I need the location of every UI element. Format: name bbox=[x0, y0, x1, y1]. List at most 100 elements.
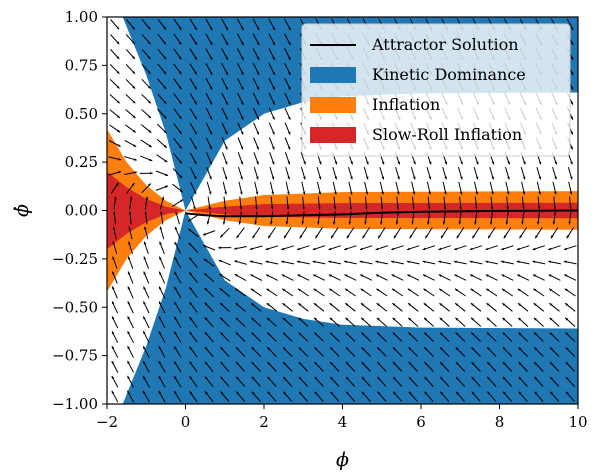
vector-arrow-head bbox=[501, 247, 505, 251]
vector-arrow-head bbox=[144, 211, 148, 215]
axis-ticks: −2 0 2 4 6 8 10 1.00 0.75 0.50 0.25 0.00 −0.25 −0.50 −… bbox=[52, 8, 588, 431]
vector-arrow-head bbox=[376, 303, 380, 306]
vector-arrow-head bbox=[392, 288, 395, 292]
vector-arrow-head bbox=[174, 241, 178, 245]
vector-arrow-head bbox=[459, 191, 463, 195]
vector-arrow-head bbox=[145, 196, 149, 200]
vector-arrow-head bbox=[235, 303, 239, 306]
vector-arrow-head bbox=[424, 347, 428, 351]
vector-arrow-head bbox=[454, 274, 458, 277]
vector-arrow-head bbox=[194, 116, 197, 120]
vector-arrow-head bbox=[209, 131, 212, 135]
vector-arrow-head bbox=[427, 206, 431, 210]
vector-arrow-head bbox=[476, 161, 479, 165]
vector-arrow-head bbox=[204, 346, 208, 350]
vector-arrow-head bbox=[117, 129, 121, 133]
y-tick-label: 0.75 bbox=[65, 56, 98, 74]
vector-arrow-head bbox=[501, 274, 505, 277]
vector-arrow-head bbox=[442, 221, 446, 225]
vector-arrow-head bbox=[303, 161, 306, 165]
vector-arrow-head bbox=[256, 176, 259, 180]
x-tick-label: 0 bbox=[181, 413, 191, 431]
vector-arrow-head bbox=[256, 101, 259, 105]
vector-arrow-head bbox=[240, 116, 244, 120]
y-tick-label: 0.50 bbox=[65, 105, 98, 123]
vector-arrow-head bbox=[502, 362, 506, 365]
vector-arrow-head bbox=[506, 191, 510, 195]
vector-arrow-head bbox=[502, 347, 506, 351]
x-tick-label: 8 bbox=[495, 413, 505, 431]
vector-arrow-head bbox=[148, 183, 151, 187]
vector-arrow-head bbox=[206, 221, 210, 225]
vector-arrow-head bbox=[537, 221, 540, 225]
vector-arrow-head bbox=[224, 191, 227, 195]
vector-arrow-head bbox=[189, 331, 193, 335]
vector-arrow-head bbox=[297, 247, 300, 251]
vector-arrow-head bbox=[287, 191, 290, 195]
slow-roll-inflation-region bbox=[107, 171, 578, 250]
kinetic-dominance-region bbox=[122, 17, 578, 404]
legend-label: Attractor Solution bbox=[371, 35, 519, 54]
vector-arrow-head bbox=[281, 274, 285, 277]
vector-arrow-head bbox=[365, 176, 369, 180]
vector-arrow-head bbox=[174, 301, 177, 305]
vector-arrow-head bbox=[393, 391, 396, 395]
vector-arrow-head bbox=[220, 376, 224, 380]
vector-arrow-head bbox=[194, 27, 197, 30]
vector-arrow-head bbox=[538, 176, 542, 180]
vector-arrow-head bbox=[393, 235, 397, 239]
vector-arrow-head bbox=[288, 27, 291, 31]
vector-arrow-head bbox=[554, 161, 557, 165]
vector-arrow-head bbox=[251, 347, 255, 351]
vector-arrow-head bbox=[407, 288, 411, 292]
vector-arrow-head bbox=[314, 376, 318, 380]
vector-arrow-head bbox=[444, 191, 447, 195]
vector-arrow-head bbox=[159, 241, 162, 245]
vector-arrow-head bbox=[270, 221, 273, 225]
vector-arrow-head bbox=[549, 332, 553, 336]
vector-arrow-head bbox=[454, 288, 458, 292]
vector-arrow-head bbox=[440, 391, 443, 395]
vector-arrow-head bbox=[345, 288, 348, 292]
vector-arrow-head bbox=[554, 176, 557, 180]
vector-arrow-head bbox=[158, 331, 162, 335]
vector-arrow-head bbox=[537, 206, 541, 210]
vector-arrow-head bbox=[518, 362, 522, 365]
vector-arrow-head bbox=[193, 176, 197, 180]
vector-arrow-head bbox=[365, 191, 369, 195]
vector-arrow-head bbox=[284, 235, 287, 239]
vector-arrow-head bbox=[345, 317, 349, 321]
vector-arrow-head bbox=[118, 171, 122, 174]
vector-arrow-head bbox=[194, 71, 197, 75]
vector-arrow-head bbox=[413, 161, 416, 165]
vector-arrow-head bbox=[240, 161, 243, 165]
vector-arrow-head bbox=[377, 332, 380, 336]
vector-arrow-head bbox=[550, 376, 553, 380]
vector-arrow-head bbox=[220, 347, 224, 350]
vector-arrow-head bbox=[413, 176, 416, 180]
plot-area bbox=[107, 17, 578, 404]
x-tick-label: 2 bbox=[259, 413, 269, 431]
vector-arrow-head bbox=[428, 191, 431, 195]
vector-arrow-head bbox=[205, 376, 208, 380]
vector-arrow-head bbox=[570, 161, 573, 165]
vector-arrow-head bbox=[550, 362, 553, 365]
vector-arrow-head bbox=[132, 41, 135, 45]
vector-arrow-head bbox=[234, 247, 237, 250]
vector-arrow-head bbox=[209, 42, 213, 45]
vector-arrow-head bbox=[256, 42, 260, 46]
vector-arrow-head bbox=[507, 161, 510, 165]
vector-arrow-head bbox=[189, 376, 193, 380]
vector-arrow-head bbox=[129, 196, 133, 200]
vector-arrow-head bbox=[570, 146, 573, 150]
vector-arrow-head bbox=[460, 176, 463, 180]
vector-arrow-head bbox=[533, 303, 537, 306]
vector-arrow-head bbox=[127, 361, 130, 364]
vector-arrow-head bbox=[360, 288, 364, 292]
vector-arrow-head bbox=[112, 286, 115, 290]
vector-arrow-head bbox=[299, 235, 303, 239]
vector-arrow-head bbox=[391, 260, 394, 264]
vector-arrow-head bbox=[241, 71, 244, 75]
vector-arrow-head bbox=[131, 183, 135, 186]
